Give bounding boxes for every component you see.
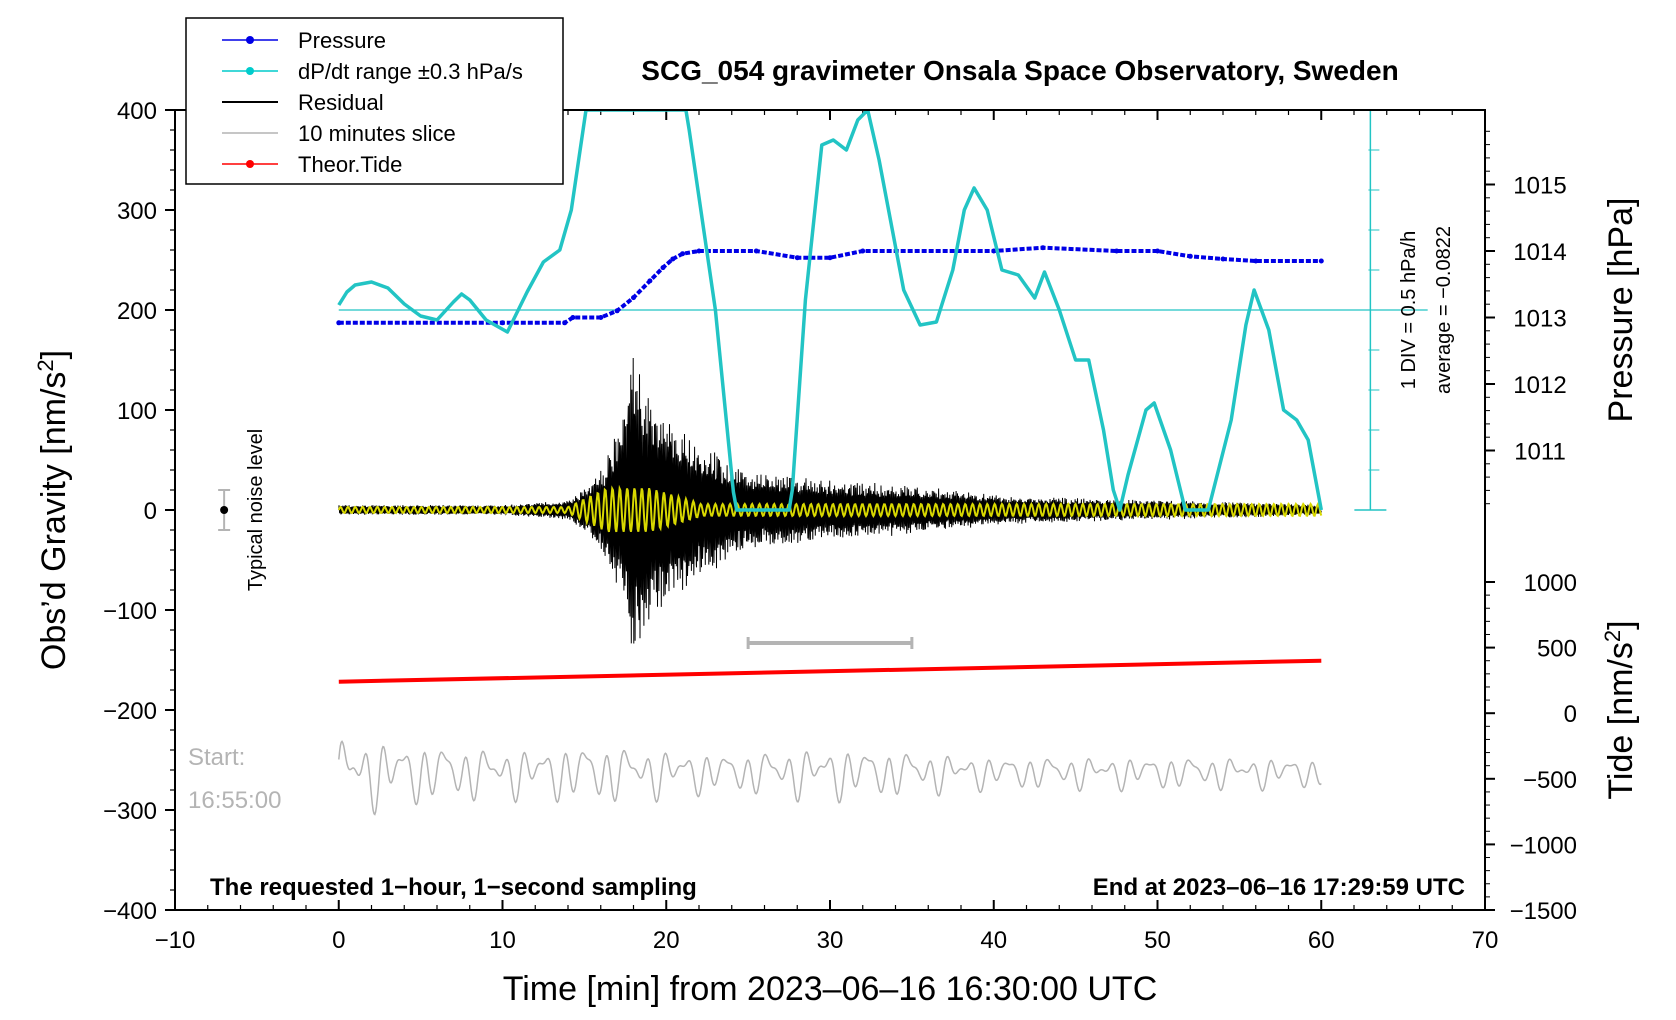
x-tick-label: 30 [817,927,844,954]
pressure-tick-label: 1015 [1513,173,1566,200]
x-tick-label: 40 [980,927,1007,954]
residual-trace [338,357,1322,644]
footer-end-time: End at 2023–06–16 17:29:59 UTC [1093,874,1465,901]
start-time: 16:55:00 [188,787,281,814]
pressure-axis-label: Pressure [hPa] [1602,198,1640,423]
y-tick-label: −300 [103,798,157,825]
pressure-point [1114,248,1120,254]
legend-swatch-marker [246,67,254,75]
noise-level-label: Typical noise level [245,429,267,591]
tide-line [338,658,1322,684]
pressure-point [827,255,833,261]
plot-frame [174,109,1486,911]
pressure-point [647,278,653,284]
pressure-point [1253,258,1259,264]
pressure-point [562,320,568,326]
pressure-tick-label: 1014 [1513,239,1566,266]
y-tick-label: 200 [117,298,157,325]
tide-tick-label: −1500 [1510,898,1577,925]
tide-tick-label: −500 [1523,767,1577,794]
pressure-point [570,315,576,320]
pressure-point [598,315,604,320]
tide-tick-label: 500 [1537,636,1577,663]
x-tick-label: 10 [489,927,516,954]
pressure-point [1155,248,1160,254]
pressure-point [680,251,686,257]
x-tick-label: 20 [653,927,680,954]
pressure-point [696,248,702,254]
x-tick-label: −10 [155,927,196,954]
pressure-point [860,248,866,254]
noise-point [220,506,229,514]
pressure-tick-label: 1012 [1513,372,1566,399]
dpdt-line [337,110,1324,512]
pressure-point [794,255,800,261]
footer-sampling: The requested 1−hour, 1−second sampling [210,874,697,901]
pressure-point [631,295,636,301]
tide-tick-label: −1000 [1510,832,1577,859]
y-tick-label: 400 [117,98,157,125]
start-label: Start: [188,744,245,771]
legend-label: Pressure [298,28,386,53]
slice-trace [338,740,1322,816]
tide-tick-label: 0 [1564,701,1577,728]
pressure-point [336,320,342,326]
x-tick-label: 70 [1472,927,1499,954]
pressure-point [1220,256,1226,262]
pressure-point [1040,245,1046,251]
legend: Pressure dP/dt range ±0.3 hPa/s Residual 10… [185,17,564,185]
pressure-point [1318,258,1324,264]
legend-swatch-marker [246,36,254,44]
pressure-tick-label: 1011 [1514,439,1566,466]
y-tick-label: 300 [117,198,157,225]
dpdt-scale-label: 1 DIV = 0.5 hPa/h [1398,231,1420,389]
tide-tick-label: 1000 [1524,570,1577,597]
pressure-line [338,245,1322,325]
x-tick-label: 50 [1144,927,1171,954]
tide-axis-label: Tide [nm/s2] [1600,620,1640,799]
pressure-point [753,248,759,254]
pressure-point [670,256,676,262]
x-tick-label: 0 [332,927,345,954]
y-tick-label: 0 [144,498,157,525]
pressure-point [614,308,620,314]
legend-label: 10 minutes slice [298,121,456,146]
legend-label: Theor.Tide [298,152,402,177]
y-tick-label: −200 [103,698,157,725]
pressure-point [1187,253,1193,259]
legend-label: dP/dt range ±0.3 hPa/s [298,59,523,84]
y-axis-label: Obs’d Gravity [nm/s2] [33,350,73,670]
chart-title: SCG_054 gravimeter Onsala Space Observat… [641,55,1398,86]
x-axis-label: Time [min] from 2023–06–16 16:30:00 UTC [503,970,1158,1008]
y-tick-label: −100 [103,598,157,625]
dpdt-average-label: average = −0.0822 [1433,226,1455,394]
smoothed-residual [337,484,1323,533]
y-tick-label: 100 [117,398,157,425]
pressure-point [660,265,666,271]
legend-label: Residual [298,90,384,115]
pressure-point [991,248,997,254]
legend-swatch-marker [246,160,254,168]
pressure-tick-label: 1013 [1513,306,1566,333]
x-tick-label: 60 [1308,927,1335,954]
pressure-point [500,320,505,326]
y-tick-label: −400 [103,898,157,925]
